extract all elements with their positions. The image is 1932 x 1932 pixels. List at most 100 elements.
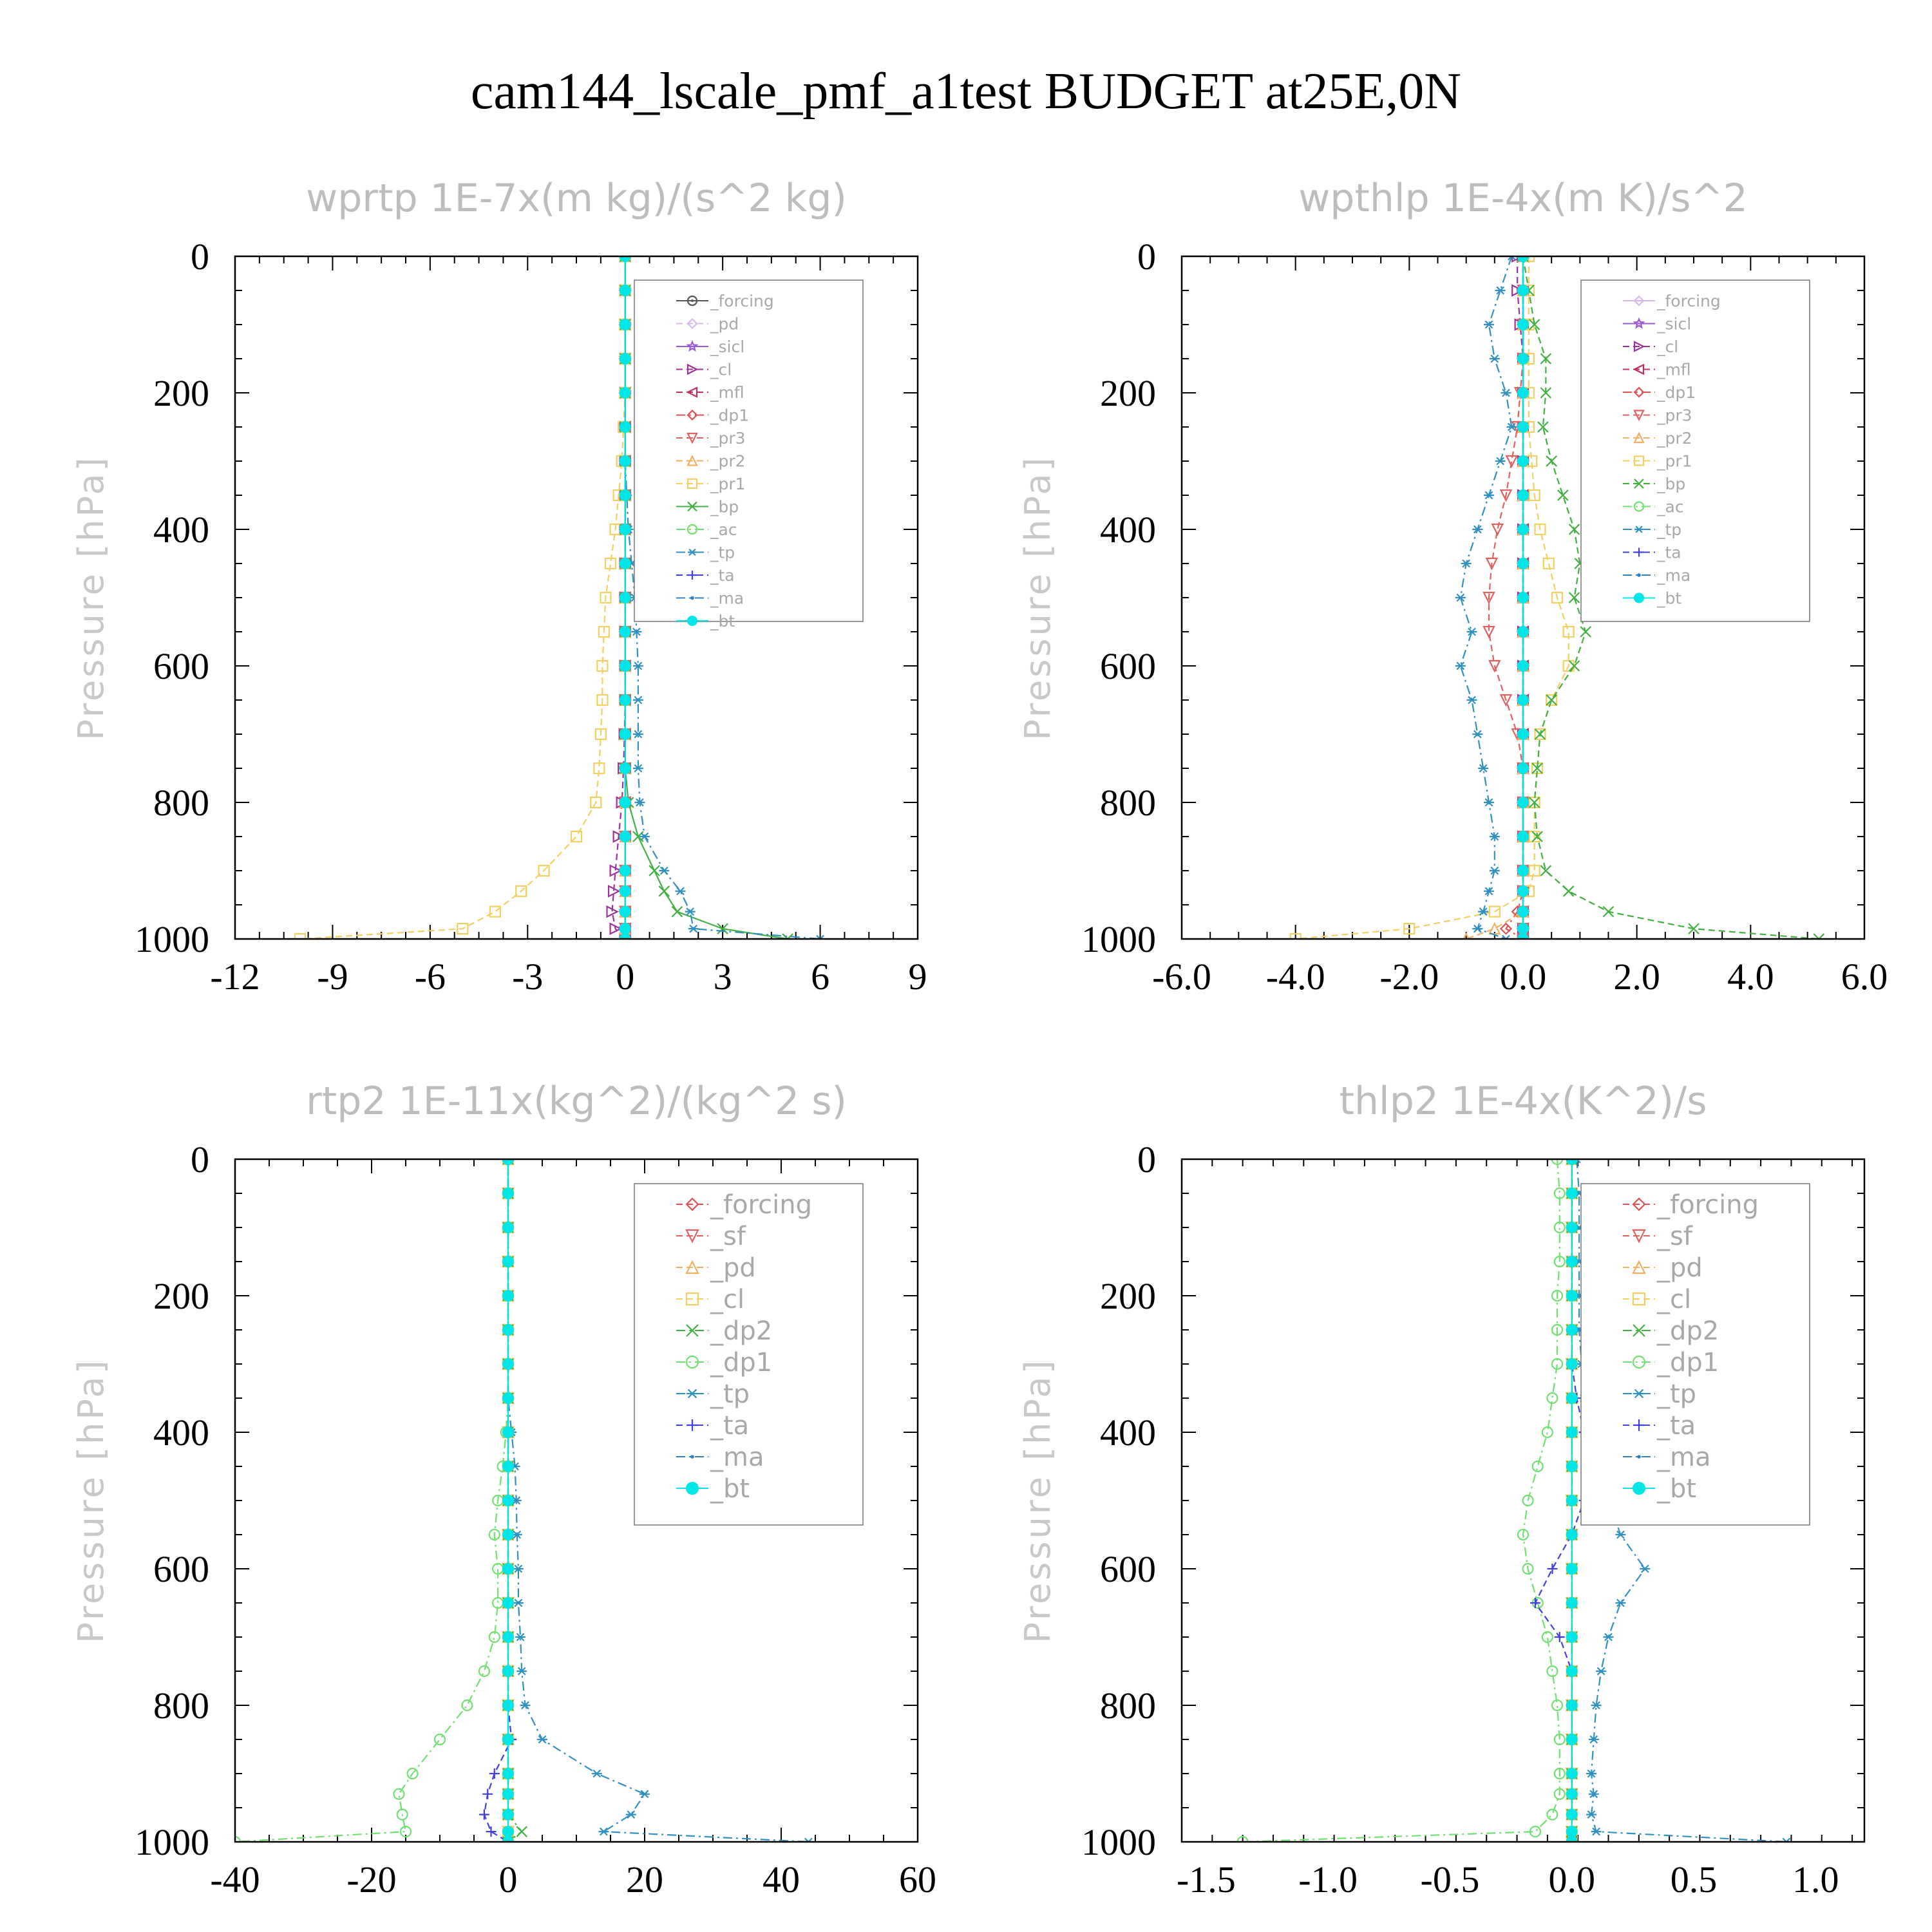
data-point bbox=[1531, 831, 1543, 842]
data-point bbox=[1472, 730, 1483, 739]
series-line bbox=[1242, 1159, 1560, 1842]
data-point bbox=[1517, 1528, 1530, 1541]
chart-panels: wprtp 1E-7x(m kg)/(s^2 kg) Pressure [hPa]… bbox=[71, 176, 1888, 1900]
legend-item: _pr3 bbox=[676, 429, 746, 448]
data-point bbox=[631, 627, 642, 636]
y-tick-label: 400 bbox=[153, 1412, 209, 1454]
data-point bbox=[649, 865, 660, 876]
x-tick-label: 0 bbox=[499, 1859, 518, 1900]
x-tick-label: -40 bbox=[210, 1859, 260, 1900]
data-point bbox=[782, 933, 793, 939]
data-point bbox=[538, 864, 550, 877]
data-point bbox=[1499, 922, 1513, 935]
legend-item: _pr3 bbox=[1623, 406, 1692, 424]
legend-item: _dp1 bbox=[1623, 383, 1696, 402]
legend-item: _pr2 bbox=[1623, 429, 1692, 448]
data-point bbox=[1588, 1735, 1599, 1744]
legend-label: _sicl bbox=[710, 337, 744, 356]
x-tick-label: 40 bbox=[762, 1859, 800, 1900]
data-point bbox=[1517, 728, 1529, 740]
x-tick-label: -1.5 bbox=[1177, 1859, 1236, 1900]
legend-label: _bp bbox=[710, 497, 739, 516]
x-tick-label: 0.5 bbox=[1671, 1859, 1718, 1900]
data-point bbox=[1546, 455, 1557, 467]
series-dp1 bbox=[1236, 1159, 1566, 1842]
y-tick-label: 200 bbox=[153, 372, 209, 414]
x-tick-label: 0.0 bbox=[1500, 956, 1547, 998]
legend-swatch-marker bbox=[688, 571, 697, 580]
data-point bbox=[600, 591, 612, 604]
data-point bbox=[515, 1633, 526, 1642]
legend-item: _ta bbox=[676, 566, 735, 585]
legend-item: _sicl bbox=[1623, 314, 1691, 333]
legend-label: _ac bbox=[1656, 497, 1684, 516]
legend-label: _sicl bbox=[1656, 314, 1691, 333]
legend-item: _ma bbox=[676, 589, 744, 607]
data-point bbox=[515, 885, 527, 897]
legend-swatch-marker bbox=[1637, 573, 1641, 577]
legend-label: _pd bbox=[710, 1253, 756, 1283]
figure-title: cam144_lscale_pmf_a1test BUDGET at25E,0N bbox=[471, 63, 1461, 120]
data-point bbox=[1517, 831, 1529, 842]
data-point bbox=[1566, 1159, 1578, 1165]
data-point bbox=[1566, 1256, 1578, 1267]
data-point bbox=[489, 905, 501, 918]
legend-label: _cl bbox=[1656, 337, 1678, 356]
x-tick-label: 60 bbox=[899, 1859, 936, 1900]
data-point bbox=[1640, 1564, 1651, 1573]
data-point bbox=[1541, 1631, 1553, 1643]
legend-label: _mfl bbox=[1656, 360, 1691, 379]
legend-swatch-marker bbox=[685, 1260, 699, 1274]
legend-swatch-marker bbox=[1634, 478, 1644, 489]
y-tick-label: 600 bbox=[153, 1548, 209, 1590]
legend-swatch-marker bbox=[1633, 1388, 1645, 1399]
data-point bbox=[1528, 864, 1540, 877]
data-point bbox=[1540, 865, 1552, 876]
legend-box bbox=[634, 279, 864, 622]
legend: _forcing_sf_pd_cl_dp2_dp1_tp_ta_ma_bt bbox=[634, 1183, 864, 1526]
legend-swatch-marker bbox=[690, 1455, 694, 1459]
legend-swatch-marker bbox=[685, 1229, 699, 1244]
data-point bbox=[1566, 1392, 1578, 1404]
data-point bbox=[1488, 905, 1501, 918]
legend-swatch-marker bbox=[687, 1419, 698, 1431]
legend-item: _mfl bbox=[676, 383, 744, 402]
data-point bbox=[1551, 1358, 1564, 1370]
data-point bbox=[502, 1808, 514, 1821]
data-point bbox=[502, 1836, 514, 1842]
data-point bbox=[632, 661, 643, 670]
legend-item: _ma bbox=[676, 1443, 764, 1472]
legend-label: _bt bbox=[710, 612, 735, 630]
series-group bbox=[294, 256, 826, 939]
data-point bbox=[619, 353, 631, 365]
series-bp bbox=[1517, 256, 1825, 939]
legend-item: _bp bbox=[1623, 475, 1685, 493]
data-point bbox=[393, 1788, 405, 1800]
data-point bbox=[625, 1810, 636, 1819]
legend-swatch-marker bbox=[687, 317, 698, 330]
data-point bbox=[502, 1597, 514, 1609]
legend-item: _pr1 bbox=[676, 475, 746, 493]
data-point bbox=[1541, 1426, 1553, 1439]
data-point bbox=[1603, 1633, 1614, 1642]
data-point bbox=[1553, 1187, 1566, 1200]
data-point bbox=[1591, 1701, 1602, 1710]
legend-swatch-marker bbox=[1634, 526, 1643, 533]
plot-frame bbox=[1180, 1158, 1866, 1843]
x-tick-label: 6.0 bbox=[1841, 956, 1888, 998]
legend-label: _tp bbox=[1656, 520, 1681, 539]
data-point bbox=[1586, 1810, 1596, 1819]
data-point bbox=[639, 1790, 650, 1799]
data-point bbox=[598, 625, 611, 638]
data-point bbox=[502, 1826, 514, 1838]
y-tick-label: 800 bbox=[1100, 1685, 1156, 1727]
data-point bbox=[1517, 256, 1529, 262]
series-bt bbox=[1517, 256, 1529, 939]
legend-swatch-marker bbox=[687, 1388, 698, 1399]
data-point bbox=[1615, 1530, 1626, 1539]
series-bt bbox=[1566, 1159, 1578, 1842]
x-tick-label: 20 bbox=[626, 1859, 663, 1900]
legend-label: _dp1 bbox=[1656, 1348, 1719, 1378]
legend-swatch-marker bbox=[690, 596, 694, 600]
data-point bbox=[685, 907, 696, 916]
